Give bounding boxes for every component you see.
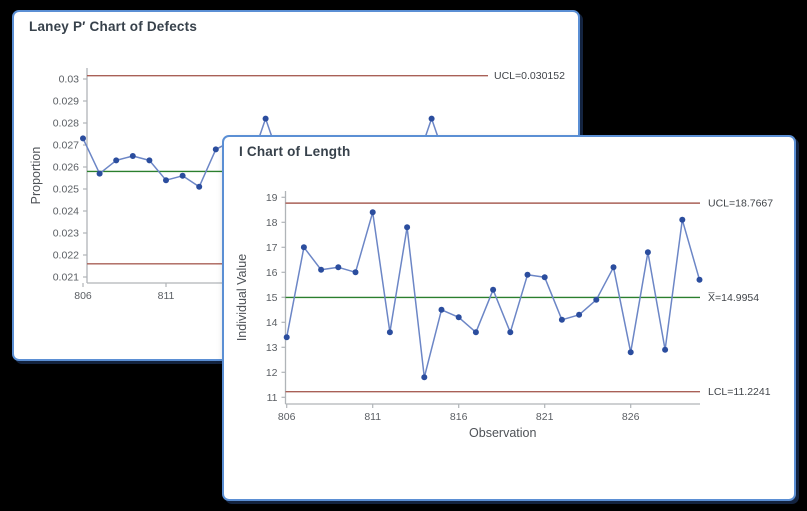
y-tick-label: 0.023 [53,228,79,240]
data-point-marker [96,170,103,177]
data-point-marker [129,153,136,159]
y-tick-label: 11 [267,392,278,404]
ucl-label: UCL=0.030152 [494,70,565,82]
i-chart-window[interactable]: 19 18 17 16 15 14 13 12 11 806 811 816 821 826 UCL=18.… [222,135,796,501]
data-point-marker [196,183,203,190]
data-point-marker [212,146,219,153]
data-point-marker [524,271,531,278]
y-tick-label: 15 [266,292,278,304]
data-point-marker [179,172,186,179]
data-point-marker [163,177,169,184]
data-point-marker [300,244,307,251]
y-tick-label: 14 [266,317,278,329]
y-tick-label: 18 [266,217,278,229]
data-point-marker [318,266,325,273]
y-tick-label: 13 [266,342,278,354]
center-label: X̅=14.9954 [707,292,759,304]
y-tick-label: 0.026 [53,162,79,174]
laney-p-chart-plot: 0.03 0.029 0.028 0.027 0.026 0.025 0.024 0.023 0… [29,68,565,302]
data-point-marker [283,334,290,341]
y-tick-label: 0.03 [59,74,80,86]
y-tick-label: 0.024 [53,206,79,218]
ucl-label: UCL=18.7667 [708,198,773,210]
data-point-marker [472,329,479,336]
data-point-marker [146,157,153,164]
data-series-line [285,211,701,379]
y-tick-label: 19 [266,192,278,204]
y-tick-label: 0.029 [53,96,79,108]
data-point-marker [386,329,393,336]
data-point-marker [80,135,86,142]
data-point-marker [335,264,342,271]
data-point-marker [610,264,617,271]
data-point-marker [455,314,462,321]
y-tick-label: 0.025 [53,184,79,196]
y-axis-title: Individual Value [235,254,249,341]
y-axis-title: Proportion [29,147,43,205]
data-point-marker [593,296,600,303]
lcl-label: LCL=11.2241 [708,386,771,398]
data-point-marker [541,274,548,281]
x-tick-label: 811 [158,290,175,302]
data-point-marker [369,209,376,216]
x-axis-title: Observation [469,426,536,440]
data-point-marker [679,216,686,223]
data-point-marker [428,115,435,122]
data-point-marker [404,224,411,231]
window-title: I Chart of Length [239,144,351,159]
x-tick-label: 806 [74,290,92,302]
data-point-marker [662,346,669,353]
data-point-marker [507,329,514,336]
data-point-marker [438,306,445,313]
y-tick-label: 16 [266,267,278,279]
data-series-line [82,138,233,188]
y-tick-label: 17 [266,242,278,254]
x-tick-label: 821 [536,411,554,423]
x-tick-label: 816 [450,411,468,423]
x-tick-label: 826 [622,411,640,423]
data-point-marker [262,115,269,122]
x-tick-label: 806 [278,411,296,423]
data-point-marker [696,276,703,283]
y-tick-label: 0.027 [53,140,79,152]
data-point-marker [113,157,120,164]
data-point-marker [352,269,359,276]
data-point-marker [490,286,497,293]
window-title: Laney P′ Chart of Defects [29,19,198,34]
y-tick-label: 0.021 [53,272,79,284]
data-point-marker [576,311,583,318]
y-tick-label: 0.022 [53,250,79,262]
data-point-marker [627,349,634,356]
data-point-marker [421,374,428,381]
data-point-marker [644,249,651,256]
y-tick-label: 0.028 [53,118,79,130]
x-tick-label: 811 [364,411,381,423]
data-point-marker [558,316,565,323]
y-tick-label: 12 [266,367,278,379]
